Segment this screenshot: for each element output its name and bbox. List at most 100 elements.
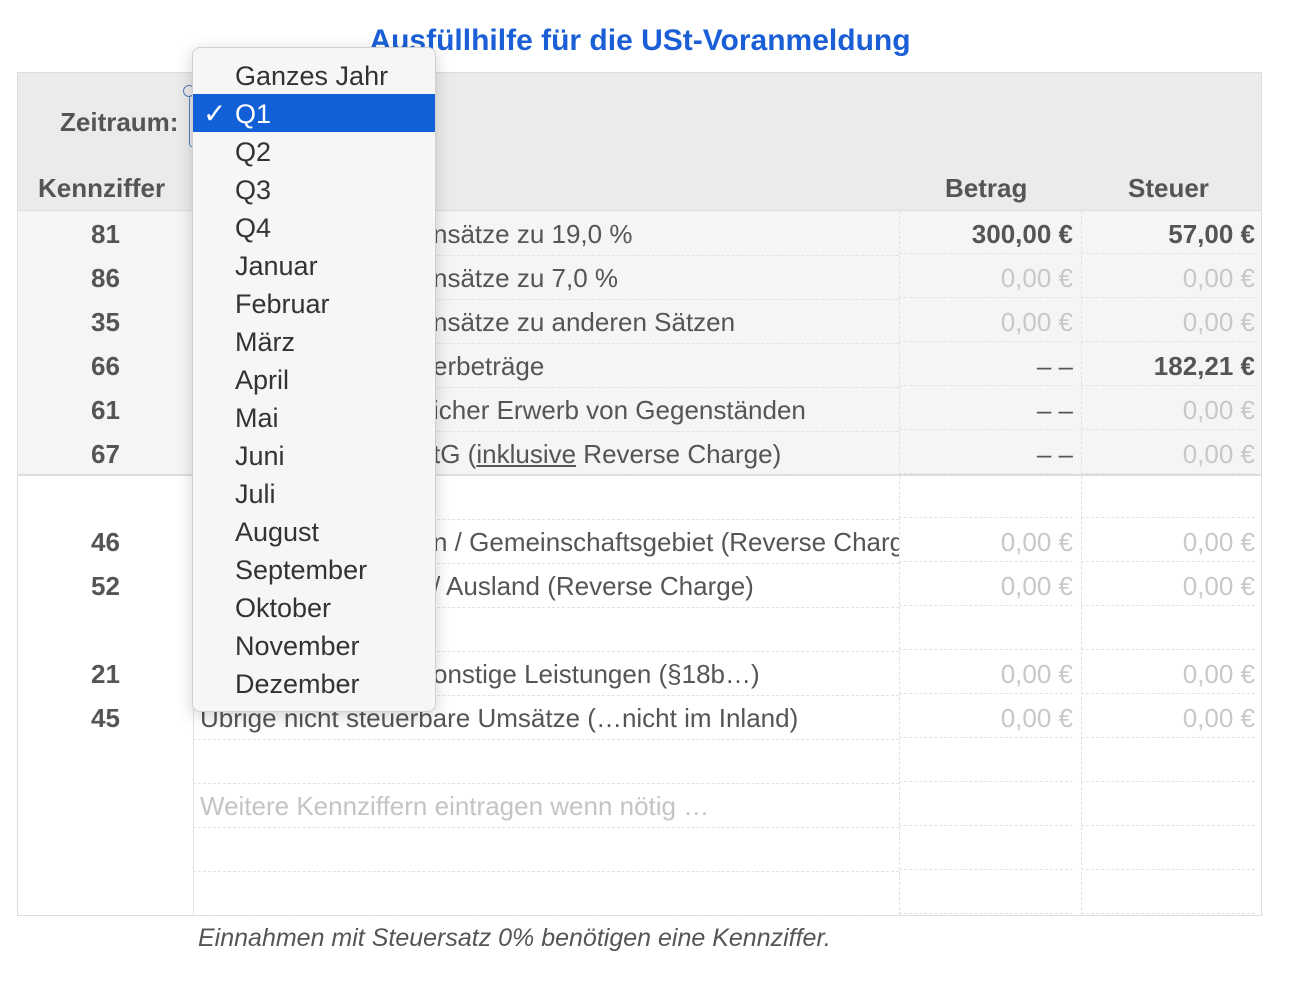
dropdown-option-label: Ganzes Jahr xyxy=(235,61,389,91)
steuer-cell[interactable] xyxy=(1081,879,1255,914)
kennziffer-cell: 81 xyxy=(91,219,120,249)
dropdown-option[interactable]: ✓ Q1 xyxy=(193,94,435,132)
description-cell[interactable]: icher Erwerb von Gegenständen xyxy=(193,395,899,432)
betrag-cell[interactable]: – – xyxy=(899,395,1073,430)
dropdown-option[interactable]: Q3 xyxy=(193,170,435,208)
dropdown-option[interactable]: Dezember xyxy=(193,664,435,702)
dropdown-option[interactable]: November xyxy=(193,626,435,664)
steuer-cell[interactable] xyxy=(1081,835,1255,870)
dropdown-option[interactable]: Q2 xyxy=(193,132,435,170)
description-text: nsätze zu 19,0 % xyxy=(433,219,633,249)
dropdown-option[interactable]: Oktober xyxy=(193,588,435,626)
betrag-cell[interactable] xyxy=(899,747,1073,782)
steuer-cell[interactable] xyxy=(1081,747,1255,782)
steuer-cell[interactable]: 0,00 € xyxy=(1081,527,1255,562)
dropdown-option-label: Q2 xyxy=(235,137,272,167)
dropdown-option[interactable]: September xyxy=(193,550,435,588)
betrag-cell[interactable]: 0,00 € xyxy=(899,263,1073,298)
dropdown-option[interactable]: Juli xyxy=(193,474,435,512)
betrag-cell[interactable] xyxy=(899,879,1073,914)
steuer-cell[interactable]: 0,00 € xyxy=(1081,307,1255,342)
steuer-cell[interactable]: 0,00 € xyxy=(1081,263,1255,298)
dropdown-option[interactable]: Ganzes Jahr xyxy=(193,56,435,94)
dropdown-option-label: Juli xyxy=(235,479,276,509)
betrag-cell[interactable]: 300,00 € xyxy=(899,219,1073,254)
description-cell[interactable]: Weitere Kennziffern eintragen wenn nötig… xyxy=(193,791,899,828)
description-part: tG ( xyxy=(433,439,477,469)
dropdown-option[interactable]: Juni xyxy=(193,436,435,474)
steuer-cell[interactable]: 0,00 € xyxy=(1081,439,1255,474)
description-cell[interactable]: onstige Leistungen (§18b…) xyxy=(193,659,899,696)
steuer-cell[interactable]: 0,00 € xyxy=(1081,395,1255,430)
dropdown-option-label: Q1 xyxy=(235,99,272,129)
betrag-cell[interactable]: – – xyxy=(899,439,1073,474)
description-cell[interactable]: n / Gemeinschaftsgebiet (Reverse Charge) xyxy=(193,527,899,564)
kennziffer-cell: 67 xyxy=(91,439,120,469)
description-cell[interactable] xyxy=(193,615,899,652)
steuer-cell[interactable] xyxy=(1081,483,1255,518)
table-row: Weitere Kennziffern eintragen wenn nötig… xyxy=(18,783,1261,828)
column-header-betrag: Betrag xyxy=(945,173,1028,203)
table-row: 45 Übrige nicht steuerbare Umsätze (…nich… xyxy=(18,695,1261,740)
table-row: 35 nsätze zu anderen Sätzen 0,00 €0,00 € xyxy=(18,299,1261,344)
description-cell[interactable]: nsätze zu anderen Sätzen xyxy=(193,307,899,344)
dropdown-option-label: September xyxy=(235,555,368,585)
table-row: 67 tG (inklusive Reverse Charge) – –0,00 € xyxy=(18,431,1261,476)
footer-note: Einnahmen mit Steuersatz 0% benötigen ei… xyxy=(198,924,831,952)
description-cell[interactable] xyxy=(193,879,899,916)
dropdown-option[interactable]: April xyxy=(193,360,435,398)
betrag-cell[interactable] xyxy=(899,483,1073,518)
zeitraum-label: Zeitraum: xyxy=(60,107,179,137)
kennziffer-cell: 86 xyxy=(91,263,120,293)
table-row xyxy=(18,739,1261,784)
steuer-cell[interactable] xyxy=(1081,615,1255,650)
dropdown-option[interactable]: März xyxy=(193,322,435,360)
table-row: 86 nsätze zu 7,0 % 0,00 €0,00 € xyxy=(18,255,1261,300)
description-cell[interactable]: nsätze zu 7,0 % xyxy=(193,263,899,300)
column-divider xyxy=(899,211,900,915)
kennziffer-cell: 45 xyxy=(91,703,120,733)
description-cell[interactable]: erbeträge xyxy=(193,351,899,388)
betrag-cell[interactable]: 0,00 € xyxy=(899,659,1073,694)
betrag-cell[interactable]: 0,00 € xyxy=(899,703,1073,738)
description-cell[interactable]: tG (inklusive Reverse Charge) xyxy=(193,439,899,476)
table-row xyxy=(18,827,1261,872)
dropdown-option[interactable]: Februar xyxy=(193,284,435,322)
table-row: 61 icher Erwerb von Gegenständen – –0,00 € xyxy=(18,387,1261,432)
steuer-cell[interactable]: 0,00 € xyxy=(1081,703,1255,738)
description-cell[interactable]: / Ausland (Reverse Charge) xyxy=(193,571,899,608)
kennziffer-cell: 46 xyxy=(91,527,120,557)
zeitraum-dropdown-menu: Ganzes Jahr ✓ Q1 Q2 Q3 Q4 Januar Februar März Apr… xyxy=(192,47,436,712)
betrag-cell[interactable] xyxy=(899,835,1073,870)
description-cell[interactable]: nsätze zu 19,0 % xyxy=(193,219,899,256)
steuer-cell[interactable]: 57,00 € xyxy=(1081,219,1255,254)
description-cell[interactable] xyxy=(193,747,899,784)
description-cell[interactable] xyxy=(193,835,899,872)
description-text: tG (inklusive Reverse Charge) xyxy=(433,439,781,470)
betrag-cell[interactable]: 0,00 € xyxy=(899,571,1073,606)
description-cell[interactable] xyxy=(193,483,899,520)
dropdown-option-label: Januar xyxy=(235,251,318,281)
dropdown-option-label: August xyxy=(235,517,320,547)
description-part: inklusive xyxy=(476,439,577,469)
dropdown-option-label: Oktober xyxy=(235,593,332,623)
betrag-cell[interactable] xyxy=(899,791,1073,826)
dropdown-option[interactable]: August xyxy=(193,512,435,550)
betrag-cell[interactable]: – – xyxy=(899,351,1073,386)
betrag-cell[interactable] xyxy=(899,615,1073,650)
steuer-cell[interactable] xyxy=(1081,791,1255,826)
steuer-cell[interactable]: 0,00 € xyxy=(1081,571,1255,606)
column-header-steuer: Steuer xyxy=(1128,173,1209,203)
description-text: nsätze zu anderen Sätzen xyxy=(433,307,736,337)
checkmark-icon: ✓ xyxy=(203,98,227,129)
dropdown-option[interactable]: Q4 xyxy=(193,208,435,246)
betrag-cell[interactable]: 0,00 € xyxy=(899,527,1073,562)
table-row xyxy=(18,607,1261,652)
dropdown-option[interactable]: Januar xyxy=(193,246,435,284)
description-text: n / Gemeinschaftsgebiet (Reverse Charge) xyxy=(433,527,899,557)
dropdown-option[interactable]: Mai xyxy=(193,398,435,436)
steuer-cell[interactable]: 182,21 € xyxy=(1081,351,1255,386)
steuer-cell[interactable]: 0,00 € xyxy=(1081,659,1255,694)
dropdown-option-label: Mai xyxy=(235,403,279,433)
betrag-cell[interactable]: 0,00 € xyxy=(899,307,1073,342)
